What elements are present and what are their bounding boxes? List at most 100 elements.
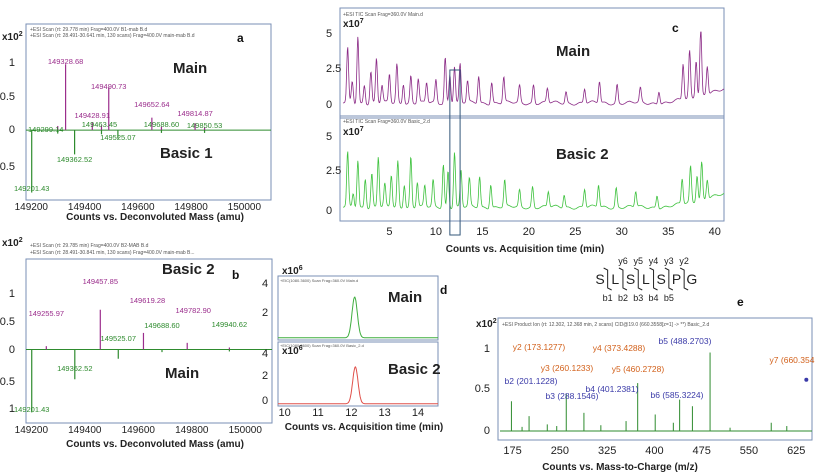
pa-y-tick: -0.5 [0, 161, 15, 173]
pe-x-tick: 325 [598, 445, 616, 457]
pa-peak-label: 149814.87 [177, 109, 212, 118]
pc-annotation: Basic 2 [556, 146, 609, 163]
panel-d: +EIC(1080.3600) Scan Frag=360.0V Main.d … [262, 265, 447, 433]
pe-y-ion: y4 [649, 256, 659, 266]
pd-annotation: Basic 2 [388, 361, 441, 378]
pa-annotation: Main [173, 60, 207, 77]
panel-b-letter: b [232, 268, 239, 282]
pc-y-tick: 2.5 [326, 165, 341, 177]
pe-b-ion: b2 [618, 293, 628, 303]
pc-x-tick: 40 [709, 226, 721, 238]
panel-d-frame-bottom [277, 341, 439, 407]
pa-peak-label: 149688.60 [144, 120, 179, 129]
pe-sequence-residue: P [672, 271, 681, 287]
pd-y-tick: 2 [262, 307, 268, 319]
pd-x-tick: 12 [345, 407, 357, 419]
pe-b-ion: b4 [649, 293, 659, 303]
panel-e-header: +ESI Product Ion (rt: 12.302, 12.368 min… [502, 322, 709, 328]
pe-cleavage-bracket [618, 267, 628, 291]
pc-x-tick: 25 [569, 226, 581, 238]
panel-c: +ESI TIC Scan Frag=360.0V Main.d +ESI TI… [326, 7, 725, 255]
pe-peak-label: y4 (373.4288) [593, 343, 646, 353]
pd-x-tick: 14 [412, 407, 424, 419]
pe-peak-label: b4 (401.2381) [586, 384, 639, 394]
pe-peak-label: b6 (585.3224) [651, 390, 704, 400]
panel-c-header-bottom: +ESI TIC Scan Frag=360.0V Basic_2.d [343, 119, 430, 125]
pd-y-tick: 0 [262, 395, 268, 407]
pe-x-tick: 625 [787, 445, 805, 457]
panel-d-header-bottom: +EIC(1080.3600) Scan Frag=360.0V Basic_2… [280, 343, 364, 348]
pc-y-tick: 2.5 [326, 63, 341, 75]
pc-x-tick: 15 [476, 226, 488, 238]
pe-peak-label: y5 (460.2728) [612, 364, 665, 374]
pe-sequence-residue: L [642, 271, 650, 287]
pe-x-tick: 475 [693, 445, 711, 457]
panel-e-exponent: x102 [476, 318, 497, 330]
pa-x-tick: 149200 [15, 202, 49, 213]
panel-d-letter: d [440, 283, 447, 297]
pb-annotation: Basic 2 [162, 261, 215, 278]
panel-c-frame-bottom [339, 115, 725, 222]
pc-x-tick: 30 [616, 226, 628, 238]
pd-y-tick: 2 [262, 370, 268, 382]
pe-cleavage-bracket [634, 267, 643, 291]
panel-c-xlabel: Counts vs. Acquisition time (min) [446, 244, 605, 255]
pe-sequence-residue: G [686, 271, 697, 287]
panel-e-xlabel: Counts vs. Mass-to-Charge (m/z) [542, 462, 698, 473]
pd-y-tick: 4 [262, 278, 268, 290]
panel-b-header-2: +ESI Scan (rt: 28.491-30.841 min, 130 sc… [30, 250, 195, 256]
pe-peak-label: b3 (288.1546) [546, 391, 599, 401]
panel-e-frame [497, 317, 813, 441]
pb-peak-label: 149362.52 [57, 364, 92, 373]
panel-b-exponent: x102 [2, 237, 23, 249]
panel-e: +ESI Product Ion (rt: 12.302, 12.368 min… [475, 256, 815, 473]
pd-annotation: Main [388, 289, 422, 306]
pd-y-tick: 4 [262, 348, 268, 360]
pc-trace-0 [342, 31, 725, 106]
pb-peak-label: 149782.90 [175, 306, 210, 315]
pa-peak-label: 149490.73 [91, 82, 126, 91]
pb-annotation: Main [165, 365, 199, 382]
pe-sequence-residue: S [626, 271, 635, 287]
pb-y-tick: 0 [9, 344, 15, 356]
pb-y-tick: 0.5 [0, 316, 15, 328]
panel-a: +ESI Scan (rt: 29.778 min) Frag=400.0V B… [0, 23, 272, 223]
pb-x-tick: 149800 [175, 425, 209, 436]
pa-peak-label: 149328.68 [48, 57, 83, 66]
pc-y-tick: 5 [326, 131, 332, 143]
pe-cleavage-bracket [649, 267, 658, 291]
pb-peak-label: 149525.07 [101, 334, 136, 343]
panel-d-exponent-bottom: x106 [282, 345, 303, 357]
pa-annotation: Basic 1 [160, 145, 213, 162]
pe-sequence-residue: S [595, 271, 604, 287]
pe-peak-label: y3 (260.1233) [541, 363, 594, 373]
panel-c-letter: c [672, 21, 679, 35]
panel-a-letter: a [237, 31, 244, 45]
pb-x-tick: 150000 [229, 425, 263, 436]
panel-e-letter: e [737, 295, 744, 309]
pa-peak-label: 149463.45 [82, 120, 117, 129]
panel-b-frame [25, 258, 273, 424]
pb-y-tick: -0.5 [0, 376, 15, 388]
panel-b: +ESI Scan (rt: 29.785 min) Frag=400.0V B… [0, 237, 273, 450]
pe-peak-label: b5 (488.2703) [659, 336, 712, 346]
pb-peak-label: 149457.85 [83, 277, 118, 286]
pa-peak-label: 149525.07 [100, 133, 135, 142]
pa-x-tick: 149400 [68, 202, 102, 213]
pe-y-ion: y3 [664, 256, 674, 266]
pe-y-tick: 1 [484, 343, 490, 355]
pc-trace-1 [343, 151, 725, 210]
panel-c-exponent-bottom: x107 [343, 126, 364, 138]
pa-peak-label: 149652.64 [134, 100, 169, 109]
pb-peak-label: 149201.43 [14, 405, 49, 414]
pa-peak-label: 149850.53 [187, 121, 222, 130]
panel-a-xlabel: Counts vs. Deconvoluted Mass (amu) [66, 212, 244, 223]
pb-x-tick: 149200 [15, 425, 49, 436]
pe-precursor-marker [804, 377, 809, 382]
pe-cleavage-bracket [679, 267, 689, 291]
pa-y-tick: 0.5 [0, 91, 15, 103]
panel-c-exponent-top: x107 [343, 18, 364, 30]
pa-peak-label: 149201.43 [14, 184, 49, 193]
panel-c-frame-top [339, 7, 725, 119]
